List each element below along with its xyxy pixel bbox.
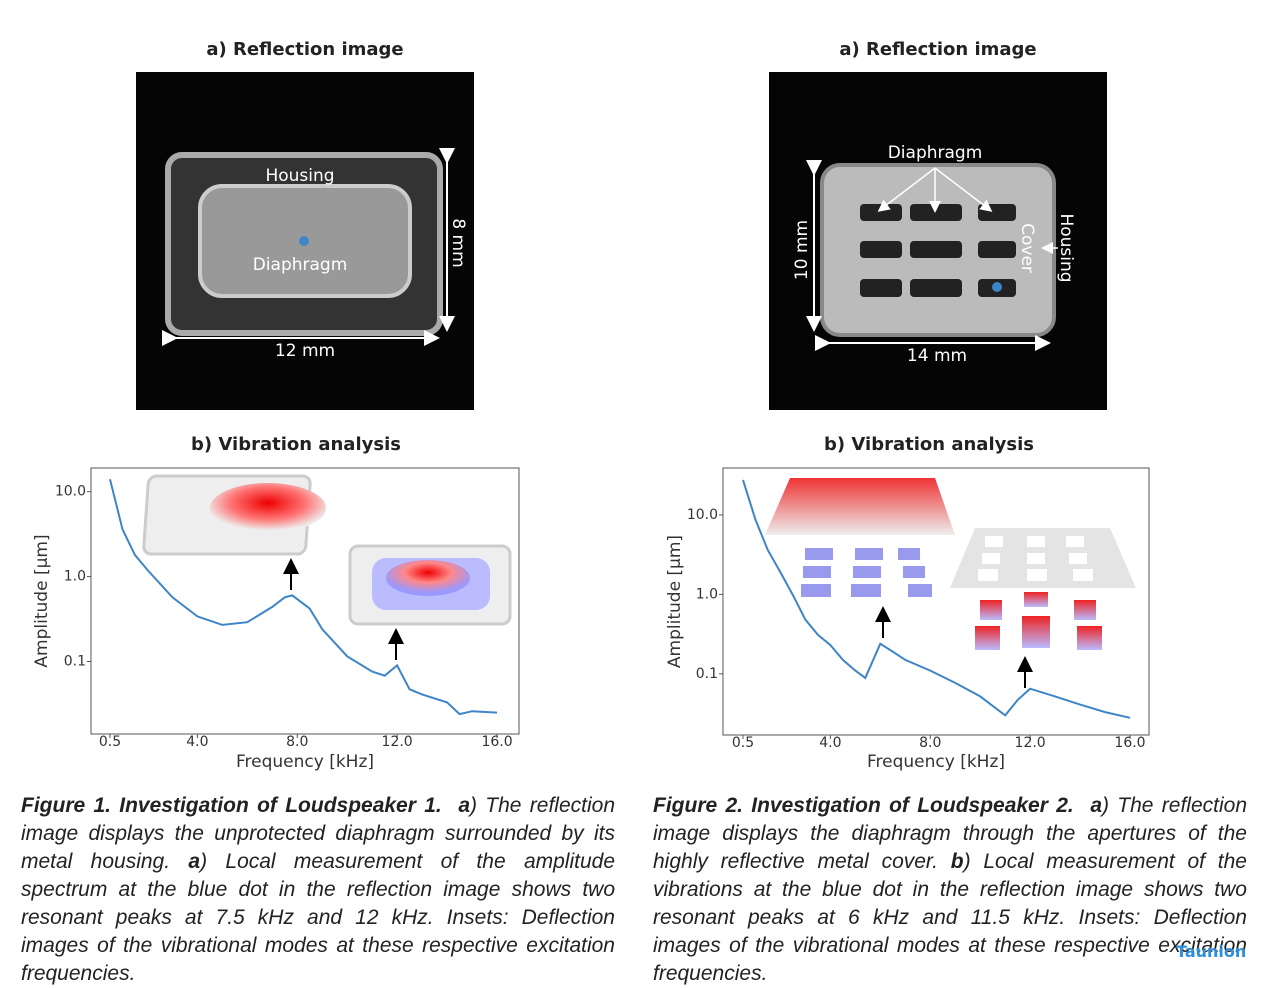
image-label: Housing	[1056, 213, 1076, 282]
image-label: 14 mm	[907, 346, 967, 366]
y-axis-label: Amplitude [µm]	[665, 535, 685, 668]
panel-ref: a	[1090, 794, 1103, 817]
image-label: Housing	[265, 166, 334, 186]
caption-title: Figure 1. Investigation of Loudspeaker 1…	[21, 794, 442, 817]
panel-ref: a	[188, 850, 201, 873]
caption-text: ) The reflection image displays the diap…	[653, 794, 1247, 873]
image-label: Cover	[1017, 223, 1037, 273]
x-tick-label: 0.5	[99, 734, 121, 750]
watermark: Taunion	[1176, 942, 1247, 961]
blue-dot	[299, 236, 309, 246]
y-tick-label: 1.0	[696, 586, 718, 602]
image-title: a) Reflection image	[839, 39, 1036, 60]
inset	[142, 474, 512, 660]
chart-title: b) Vibration analysis	[824, 434, 1034, 455]
caption-text: ) The reflection image displays the unpr…	[21, 794, 615, 873]
image-label: Diaphragm	[253, 255, 348, 275]
x-tick-label: 8.0	[286, 734, 308, 750]
x-tick-label: 16.0	[481, 734, 512, 750]
panel-ref: b	[950, 850, 964, 873]
x-tick-label: 12.0	[382, 734, 413, 750]
blue-dot	[992, 282, 1002, 292]
x-axis-label: Frequency [kHz]	[867, 752, 1005, 772]
caption: Figure 2. Investigation of Loudspeaker 2…	[653, 792, 1247, 988]
caption-text: ) Local measurement of the vibrations at…	[653, 850, 1247, 985]
inset	[765, 478, 1136, 688]
y-tick-label: 10.0	[687, 507, 718, 523]
caption-text: ) Local measurement of the amplitude spe…	[21, 850, 615, 985]
plot-frame	[722, 467, 1150, 736]
y-tick-label: 0.1	[696, 666, 718, 682]
x-tick-label: 16.0	[1114, 735, 1145, 751]
y-tick-label: 0.1	[64, 653, 86, 669]
image-title: a) Reflection image	[206, 39, 403, 60]
image-label: 12 mm	[275, 341, 335, 361]
caption-title: Figure 2. Investigation of Loudspeaker 2…	[653, 794, 1074, 817]
pointer-arrows	[877, 167, 1058, 254]
apertures	[860, 204, 1016, 297]
x-axis-label: Frequency [kHz]	[236, 752, 374, 772]
caption: Figure 1. Investigation of Loudspeaker 1…	[21, 792, 615, 988]
image-label: 10 mm	[792, 220, 812, 280]
panel-ref: a	[458, 794, 471, 817]
chart: b) Vibration analysis Frequency [kHz] Ampl…	[665, 434, 1150, 772]
x-tick-label: 4.0	[186, 734, 208, 750]
x-tick-label: 0.5	[732, 735, 754, 751]
plot-frame	[90, 467, 520, 735]
y-tick-label: 1.0	[64, 569, 86, 585]
x-tick-label: 12.0	[1015, 735, 1046, 751]
image-label: Diaphragm	[888, 143, 983, 163]
y-axis-label: Amplitude [µm]	[32, 534, 52, 667]
x-tick-label: 4.0	[819, 735, 841, 751]
image-label: 8 mm	[448, 218, 468, 267]
y-tick-label: 10.0	[55, 484, 86, 500]
x-tick-label: 8.0	[919, 735, 941, 751]
spectrum-line	[109, 479, 498, 716]
chart: b) Vibration analysis Frequency [kHz] Ampl…	[32, 434, 520, 772]
chart-title: b) Vibration analysis	[191, 434, 401, 455]
spectrum-line	[742, 479, 1131, 719]
